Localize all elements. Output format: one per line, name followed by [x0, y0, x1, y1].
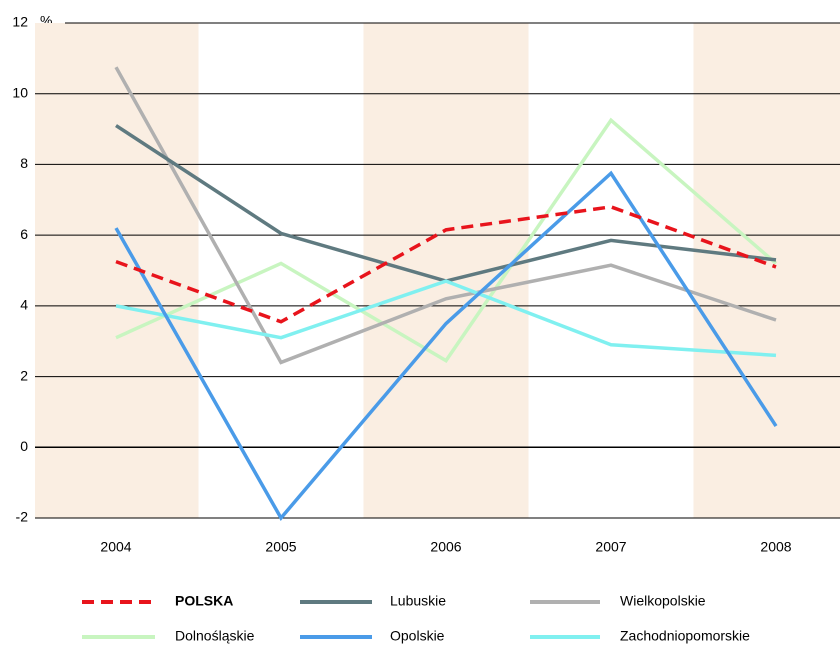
legend-label: Opolskie: [390, 628, 445, 644]
legend-label: Zachodniopomorskie: [620, 628, 750, 644]
x-tick-label: 2004: [100, 539, 131, 555]
band: [693, 23, 840, 518]
y-tick-label: 12: [12, 14, 28, 30]
y-tick-label: 2: [20, 367, 28, 383]
y-tick-label: 8: [20, 155, 28, 171]
series-line: [114, 170, 778, 522]
x-tick-label: 2005: [265, 539, 296, 555]
x-tick-label: 2007: [595, 539, 626, 555]
band: [363, 23, 529, 518]
background-bands: [35, 23, 840, 518]
x-tick-label: 2008: [760, 539, 791, 555]
series-line: [115, 279, 777, 358]
y-tick-label: -2: [16, 509, 29, 525]
y-tick-label: 10: [12, 84, 28, 100]
y-tick-label: 6: [20, 226, 28, 242]
legend-label: Dolnośląskie: [175, 628, 255, 644]
legend-label: Wielkopolskie: [620, 593, 706, 609]
band: [35, 23, 199, 518]
x-tick-label: 2006: [430, 539, 461, 555]
y-tick-label: 0: [20, 438, 28, 454]
legend-label: Lubuskie: [390, 593, 446, 609]
series-line: [114, 66, 777, 365]
y-tick-label: 4: [20, 297, 28, 313]
series-line: [115, 117, 778, 363]
legend-label: POLSKA: [175, 593, 233, 609]
series-line: [115, 205, 777, 324]
